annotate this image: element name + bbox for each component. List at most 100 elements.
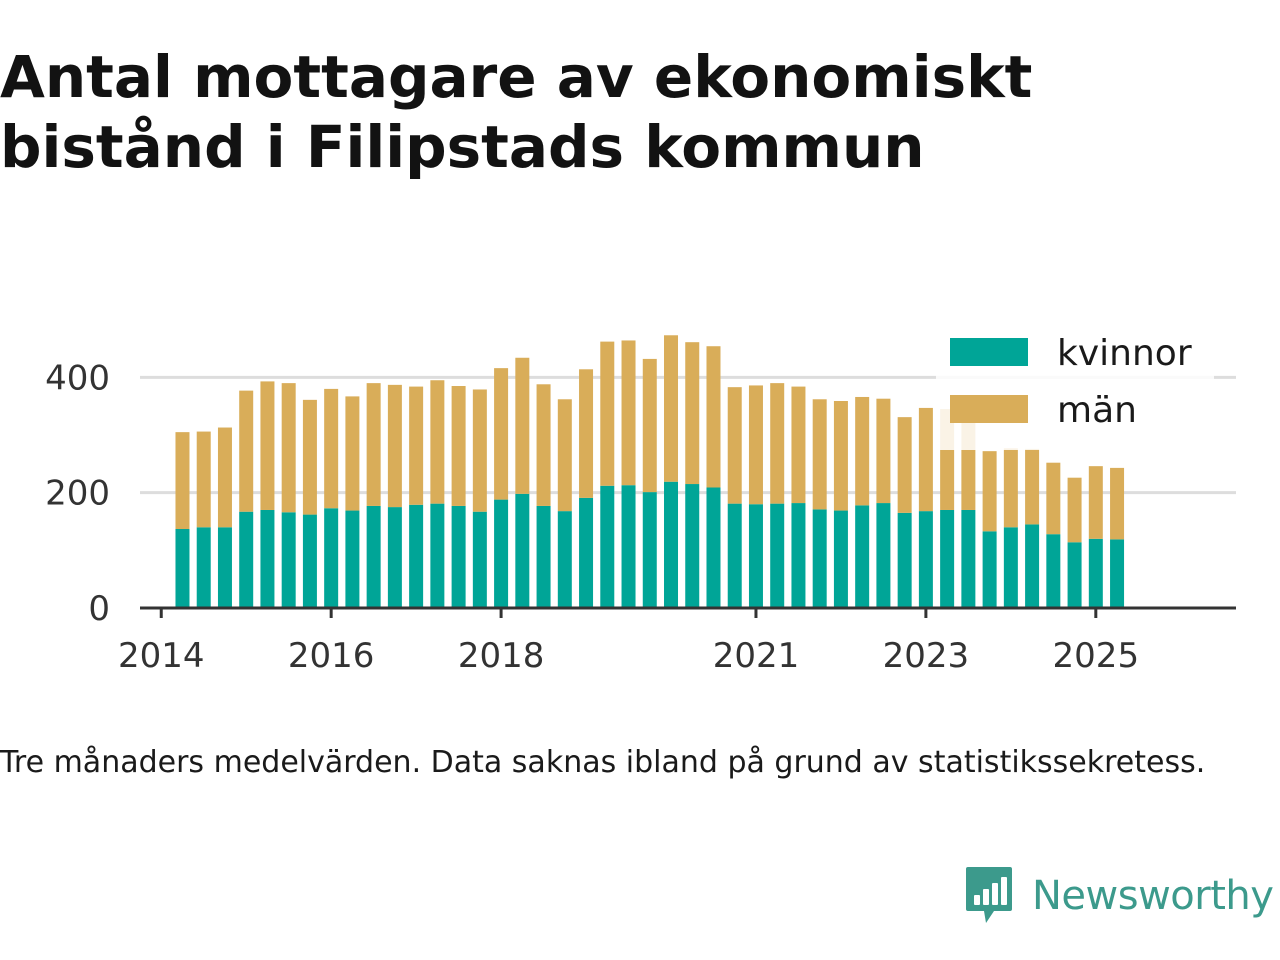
bar-man	[664, 335, 679, 482]
bar-man	[685, 342, 700, 485]
bar-kvinnor	[1088, 538, 1103, 608]
bar-kvinnor	[345, 510, 360, 608]
bar-kvinnor	[685, 484, 700, 608]
bar-kvinnor	[302, 514, 317, 608]
bar-man	[387, 384, 402, 508]
x-tick-label: 2025	[1053, 636, 1140, 676]
bar-kvinnor	[621, 485, 636, 608]
bar-man	[557, 399, 572, 512]
bar-kvinnor	[918, 511, 933, 608]
x-axis: 2014 2016 2018 2021 2023 2025	[118, 606, 1236, 676]
bar-kvinnor	[600, 485, 615, 608]
bar-man	[1025, 448, 1040, 525]
bar-man	[876, 398, 891, 504]
bar-man	[260, 381, 275, 510]
bar-kvinnor	[324, 508, 339, 608]
bar-kvinnor	[876, 503, 891, 608]
bar-man	[579, 369, 594, 498]
bar-kvinnor	[897, 512, 912, 608]
x-tick-label: 2021	[713, 636, 800, 676]
brand-name: Newsworthy	[1032, 873, 1274, 919]
bar-man	[430, 380, 445, 504]
bar-kvinnor	[430, 503, 445, 608]
bar-man	[409, 386, 424, 505]
bar-kvinnor	[1003, 527, 1018, 608]
bar-man	[770, 383, 785, 504]
bar-kvinnor	[494, 499, 509, 608]
bar-man	[1046, 462, 1061, 535]
x-tick-label: 2023	[883, 636, 970, 676]
bar-kvinnor	[833, 510, 848, 608]
bar-man	[642, 358, 657, 493]
bar-man	[748, 385, 763, 505]
bar-man	[281, 383, 296, 513]
bar-man	[1003, 448, 1018, 528]
bar-man	[833, 401, 848, 511]
chart-title: Antal mottagare av ekonomiskt bistånd i …	[0, 43, 1033, 181]
bar-kvinnor	[409, 504, 424, 608]
bar-kvinnor	[557, 511, 572, 608]
newsworthy-logo-icon	[966, 867, 1012, 923]
bar-kvinnor	[387, 507, 402, 608]
bar-man	[175, 432, 190, 530]
bar-man	[600, 341, 615, 486]
bar-kvinnor	[770, 503, 785, 608]
bar-man	[621, 340, 636, 486]
bar-kvinnor	[536, 505, 551, 608]
chart-caption: Tre månaders medelvärden. Data saknas ib…	[0, 745, 1206, 780]
x-tick-label: 2014	[118, 636, 205, 676]
bar-man	[1110, 467, 1125, 540]
legend-swatch	[950, 338, 1028, 366]
bar-kvinnor	[281, 512, 296, 608]
bar-kvinnor	[940, 509, 955, 608]
y-tick-label: 400	[45, 358, 110, 398]
y-tick-label: 0	[88, 589, 110, 629]
bar-man	[918, 407, 933, 512]
bar-man	[727, 387, 742, 504]
bar-kvinnor	[579, 497, 594, 608]
bar-kvinnor	[239, 511, 254, 608]
bar-kvinnor	[727, 503, 742, 608]
bar-man	[1067, 477, 1082, 543]
bar-kvinnor	[1067, 542, 1082, 608]
bar-man	[196, 431, 211, 528]
bar-man	[324, 388, 339, 509]
bar-kvinnor	[1025, 524, 1040, 608]
bar-man	[302, 399, 317, 515]
bar-man	[791, 386, 806, 504]
bar-kvinnor	[196, 527, 211, 608]
legend-label: kvinnor	[1057, 333, 1192, 374]
bar-man	[494, 368, 509, 500]
y-axis: 0 200 400	[45, 358, 110, 629]
bars	[175, 335, 1125, 608]
bar-man	[536, 384, 551, 506]
bar-man	[1088, 466, 1103, 539]
bar-man	[472, 389, 487, 512]
bar-kvinnor	[1046, 534, 1061, 608]
bar-kvinnor	[664, 481, 679, 608]
bar-kvinnor	[366, 505, 381, 608]
brand[interactable]: Newsworthy	[964, 864, 1274, 928]
bar-kvinnor	[175, 529, 190, 608]
bar-kvinnor	[515, 493, 530, 608]
bar-kvinnor	[748, 504, 763, 608]
legend-label: män	[1057, 390, 1137, 431]
bar-man	[897, 417, 912, 513]
bar-man	[706, 346, 721, 488]
bar-kvinnor	[451, 505, 466, 608]
bar-kvinnor	[961, 509, 976, 608]
legend: kvinnor män	[936, 325, 1214, 450]
bar-man	[239, 390, 254, 512]
bar-man	[366, 383, 381, 506]
bar-kvinnor	[791, 503, 806, 608]
bar-kvinnor	[1110, 539, 1125, 608]
x-tick-label: 2018	[458, 636, 545, 676]
bar-man	[515, 357, 530, 494]
bar-man	[451, 386, 466, 506]
y-tick-label: 200	[45, 474, 110, 514]
bar-man	[217, 427, 232, 528]
bar-kvinnor	[642, 492, 657, 608]
bar-kvinnor	[260, 509, 275, 608]
bar-kvinnor	[472, 511, 487, 608]
bar-man	[982, 451, 997, 532]
